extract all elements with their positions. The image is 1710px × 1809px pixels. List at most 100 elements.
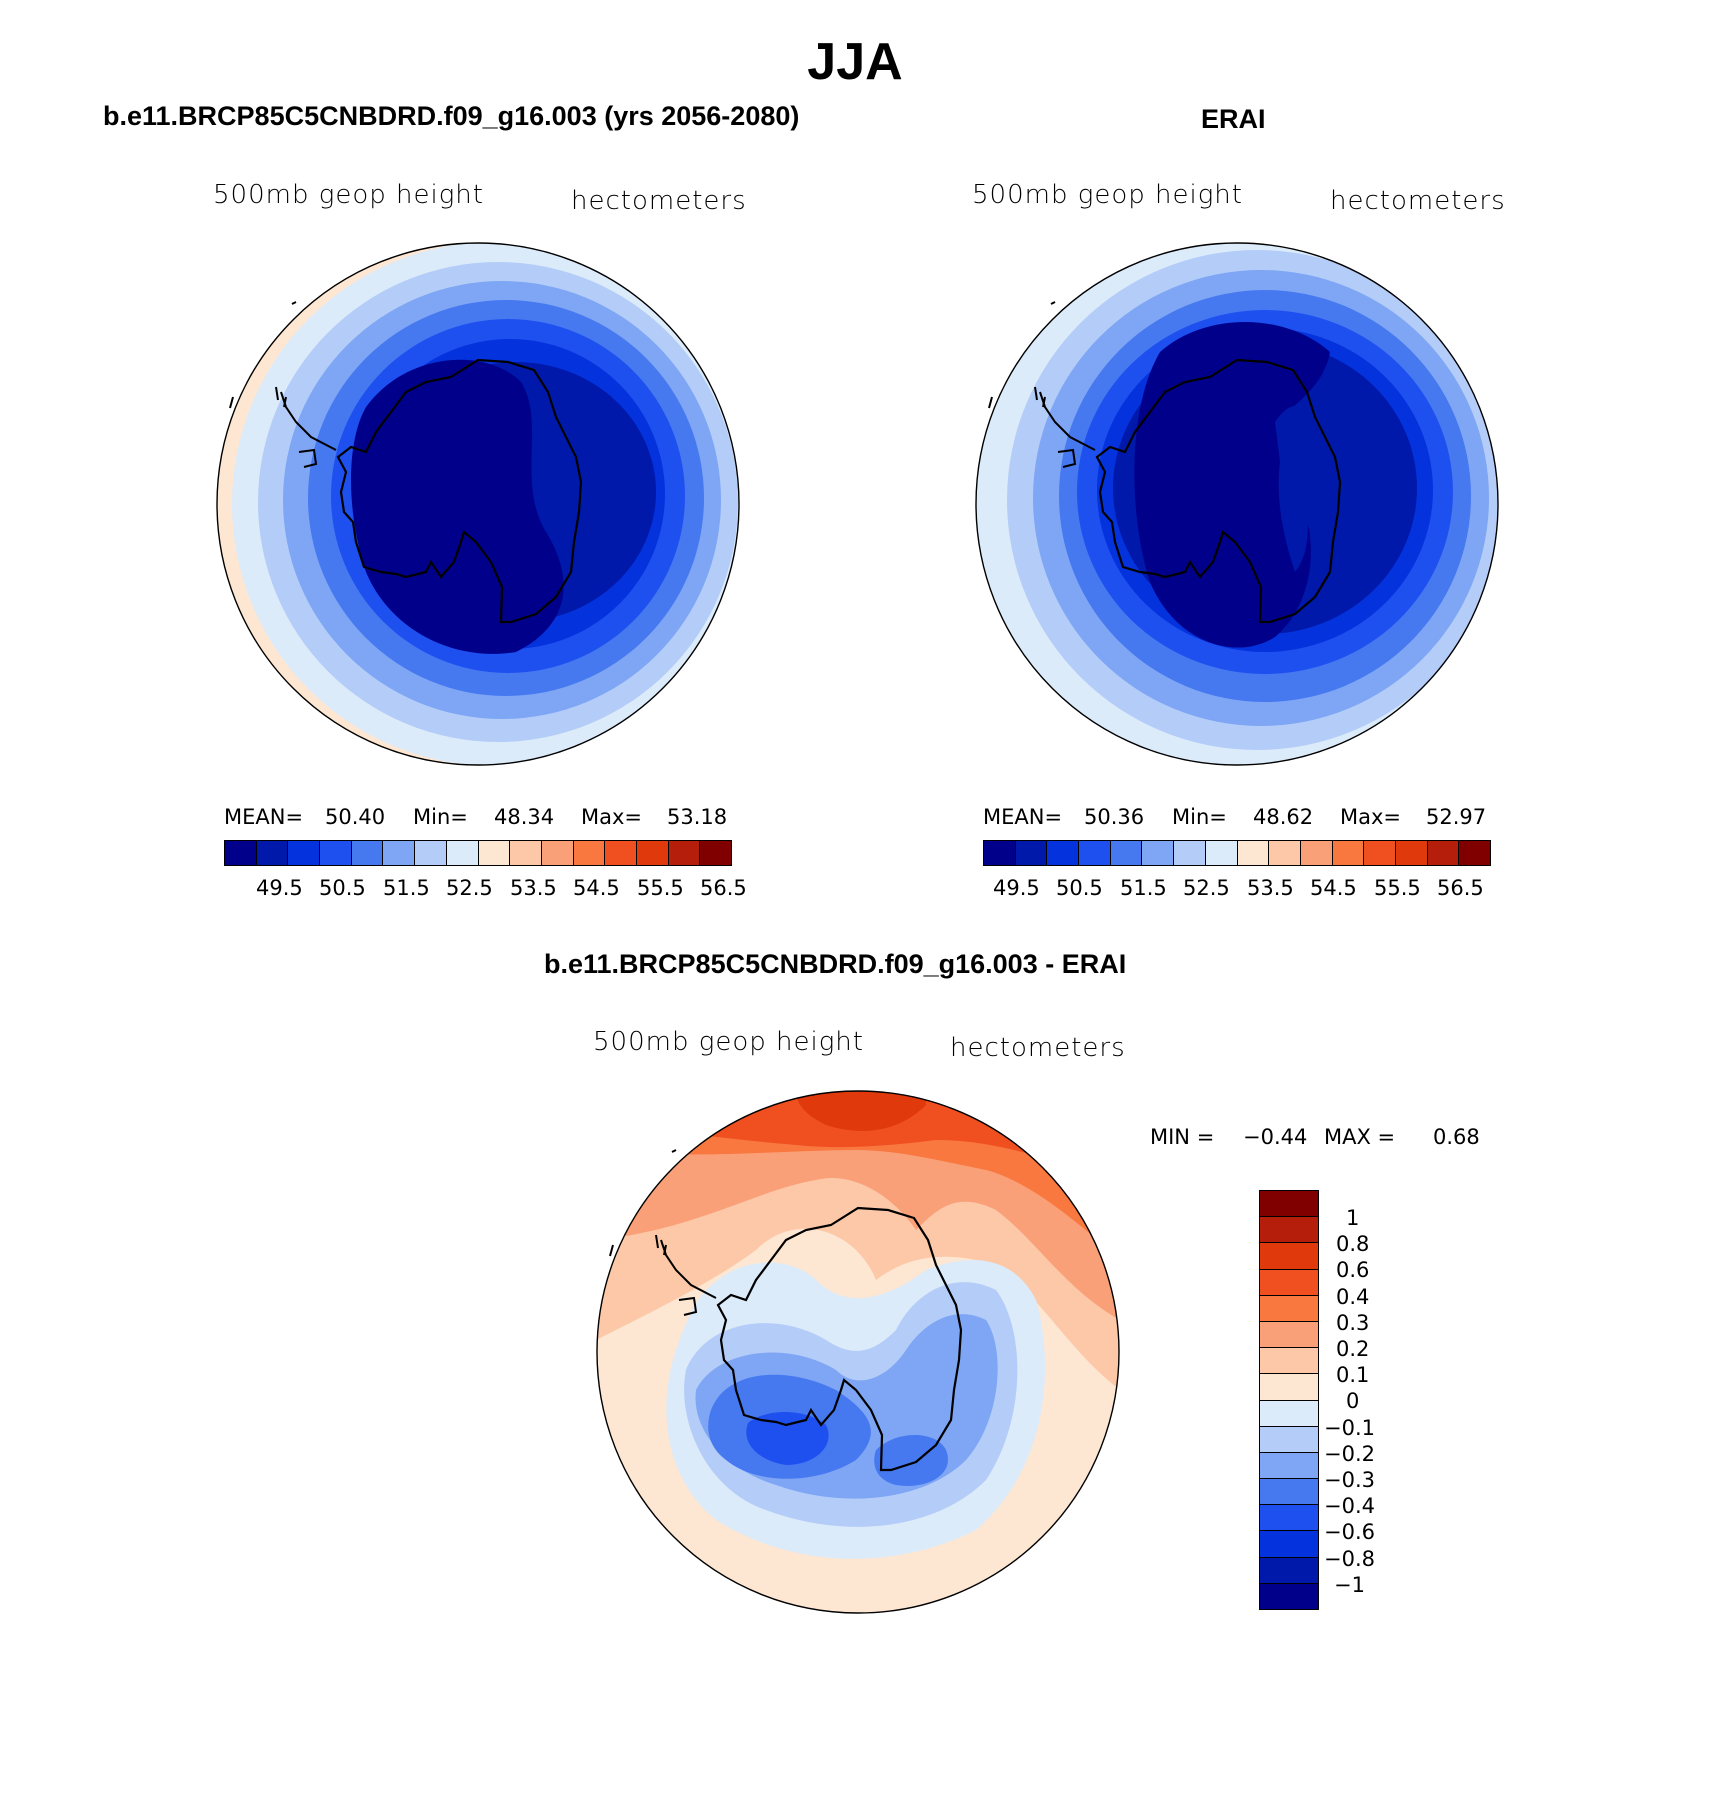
cbar-tick-diff-11: −0.4 [1324,1494,1375,1518]
cbar-tick-diff-13: −0.8 [1324,1547,1375,1571]
colorbar-swatch [445,841,478,865]
colorbar-swatch [572,841,605,865]
colorbar-swatch [350,841,383,865]
colorbar-swatch [1078,841,1110,865]
stat-min-label-model: Min= [413,805,468,829]
colorbar-swatch [1394,841,1427,865]
colorbar-swatch [1260,1294,1318,1321]
colorbar-swatch [1046,841,1079,865]
cbar-tick-model-3: 52.5 [446,876,493,900]
cbar-tick-diff-10: −0.3 [1324,1468,1375,1492]
cbar-tick-obs-7: 56.5 [1437,876,1484,900]
cbar-tick-obs-5: 54.5 [1310,876,1357,900]
cbar-tick-obs-4: 53.5 [1247,876,1294,900]
colorbar-swatch [1260,1347,1318,1374]
cbar-tick-obs-2: 51.5 [1120,876,1167,900]
colorbar-swatch [255,841,288,865]
colorbar-swatch [667,841,700,865]
cbar-tick-diff-4: 0.3 [1336,1311,1370,1335]
polar-map-obs [975,242,1499,766]
cbar-tick-diff-14: −1 [1334,1573,1365,1597]
colorbar-swatch [699,841,731,865]
variable-label-obs: 500mb geop height [972,180,1243,210]
colorbar-swatch [1331,841,1364,865]
colorbar-swatch [1363,841,1395,865]
colorbar-swatch [382,841,415,865]
stat-mean-label-model: MEAN= [224,805,304,829]
colorbar-diff [1259,1190,1319,1610]
stat-min-model: 48.34 [494,805,555,829]
colorbar-swatch [1260,1504,1318,1531]
stat-min-diff: −0.44 [1243,1125,1308,1149]
cbar-tick-obs-3: 52.5 [1183,876,1230,900]
colorbar-swatch [1426,841,1459,865]
colorbar-swatch [1260,1242,1318,1269]
cbar-tick-obs-6: 55.5 [1374,876,1421,900]
colorbar-swatch [1299,841,1332,865]
colorbar-swatch [509,841,541,865]
cbar-tick-diff-8: −0.1 [1324,1416,1375,1440]
colorbar-swatch [1141,841,1174,865]
colorbar-swatch [1260,1425,1318,1452]
colorbar-swatch [319,841,351,865]
colorbar-obs [983,840,1491,866]
stat-max-label-diff: MAX = [1324,1125,1396,1149]
stat-min-label-diff: MIN = [1150,1125,1215,1149]
cbar-tick-obs-0: 49.5 [993,876,1040,900]
figure-title: JJA [807,33,903,91]
colorbar-swatch [604,841,636,865]
cbar-tick-model-7: 56.5 [700,876,747,900]
colorbar-swatch [414,841,446,865]
panel-title-model: b.e11.BRCP85C5CNBDRD.f09_g16.003 (yrs 20… [103,101,800,131]
cbar-tick-obs-1: 50.5 [1056,876,1103,900]
cbar-tick-diff-6: 0.1 [1336,1363,1370,1387]
cbar-tick-diff-3: 0.4 [1336,1285,1370,1309]
stat-max-label-obs: Max= [1340,805,1402,829]
cbar-tick-diff-0: 1 [1346,1206,1360,1230]
panel-title-obs: ERAI [1201,104,1266,134]
colorbar-swatch [1260,1191,1318,1217]
colorbar-swatch [984,841,1015,865]
cbar-tick-model-1: 50.5 [319,876,366,900]
panel-title-diff: b.e11.BRCP85C5CNBDRD.f09_g16.003 - ERAI [544,949,1127,979]
cbar-tick-diff-2: 0.6 [1336,1258,1370,1282]
antarctica-coastline [1095,358,1342,624]
stat-max-diff: 0.68 [1433,1125,1480,1149]
colorbar-swatch [1260,1582,1318,1609]
cbar-tick-diff-9: −0.2 [1324,1442,1375,1466]
colorbar-swatch [1260,1530,1318,1557]
cbar-tick-diff-5: 0.2 [1336,1337,1370,1361]
colorbar-swatch [1260,1268,1318,1295]
colorbar-model [224,840,732,866]
cbar-tick-model-4: 53.5 [510,876,557,900]
colorbar-swatch [1236,841,1269,865]
colorbar-swatch [635,841,668,865]
colorbar-swatch [1260,1478,1318,1505]
stat-max-model: 53.18 [667,805,728,829]
colorbar-swatch [1260,1556,1318,1583]
colorbar-swatch [1260,1216,1318,1243]
polar-map-model [216,242,740,766]
variable-label-model: 500mb geop height [213,180,484,210]
units-label-obs: hectometers [1330,186,1506,216]
cbar-tick-diff-7: 0 [1346,1389,1360,1413]
cbar-tick-model-5: 54.5 [573,876,620,900]
cbar-tick-model-6: 55.5 [637,876,684,900]
stat-min-obs: 48.62 [1253,805,1314,829]
stat-max-obs: 52.97 [1426,805,1487,829]
cbar-tick-model-0: 49.5 [256,876,303,900]
stat-max-label-model: Max= [581,805,643,829]
colorbar-swatch [1458,841,1490,865]
colorbar-swatch [1260,1373,1318,1400]
units-label-model: hectometers [571,186,747,216]
colorbar-swatch [1173,841,1205,865]
colorbar-swatch [1268,841,1300,865]
colorbar-swatch [540,841,573,865]
units-label-diff: hectometers [950,1033,1126,1063]
stat-min-label-obs: Min= [1172,805,1227,829]
colorbar-swatch [287,841,320,865]
stat-mean-label-obs: MEAN= [983,805,1063,829]
colorbar-swatch [225,841,256,865]
colorbar-swatch [1014,841,1047,865]
colorbar-swatch [477,841,510,865]
